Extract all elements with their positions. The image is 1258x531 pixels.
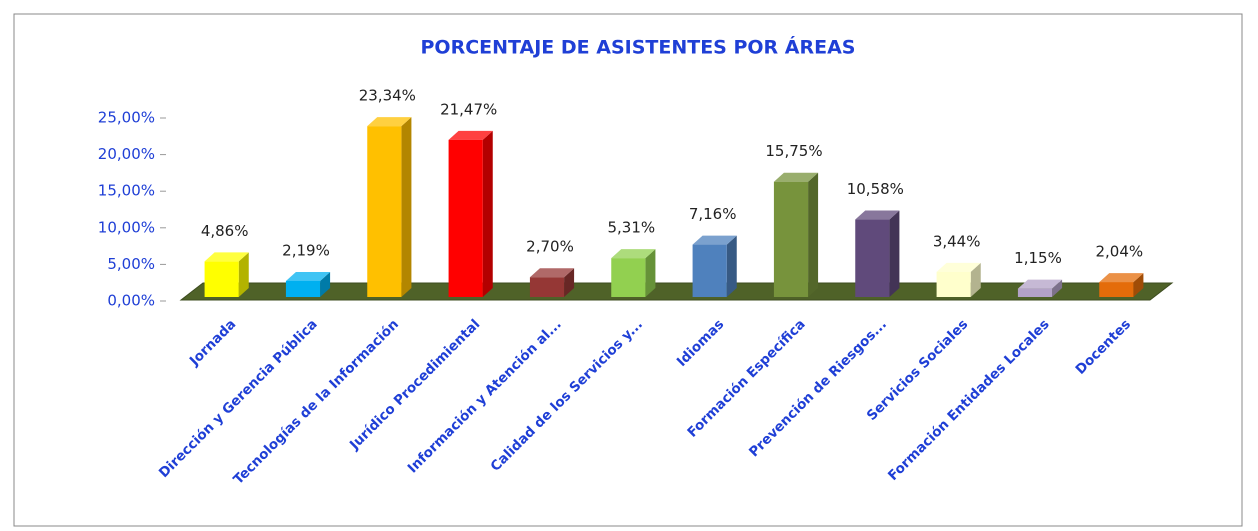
chart-title: PORCENTAJE DE ASISTENTES POR ÁREAS [421, 36, 856, 59]
bar [1099, 282, 1134, 297]
bar-side [1052, 279, 1063, 297]
bar [773, 181, 809, 297]
y-tick-label: 25,00% [98, 109, 155, 127]
bar-side [726, 235, 737, 297]
bar-side [401, 117, 412, 297]
bar-side [482, 130, 493, 297]
bar-top [1017, 279, 1063, 289]
bar-side [1133, 273, 1144, 297]
bar [285, 280, 321, 297]
data-label: 21,47% [440, 100, 497, 118]
bar [936, 271, 971, 297]
data-label: 4,86% [201, 222, 249, 240]
data-label: 2,04% [1096, 243, 1144, 261]
bar-side [564, 268, 575, 297]
bar-top [855, 210, 900, 220]
bar [611, 258, 646, 297]
bar [692, 244, 727, 297]
bar-top [692, 235, 737, 245]
bar [855, 219, 890, 297]
bar-top [611, 249, 656, 259]
bar-side [320, 271, 331, 297]
data-label: 15,75% [765, 142, 822, 160]
bar-top [529, 268, 575, 278]
bar-top [936, 262, 981, 272]
bar-top [773, 172, 819, 182]
y-tick-label: 15,00% [98, 182, 155, 200]
bar-top [204, 252, 249, 262]
y-tick-label: 0,00% [107, 292, 155, 310]
floor [179, 282, 1174, 301]
bar-top [448, 130, 493, 140]
data-label: 5,31% [608, 219, 656, 237]
bar [367, 126, 402, 297]
y-tick-label: 20,00% [98, 145, 155, 163]
y-tick-label: 10,00% [98, 218, 155, 236]
bar-top [285, 271, 331, 281]
data-label: 7,16% [689, 205, 737, 223]
bar-side [238, 252, 249, 297]
bar-side [970, 262, 981, 297]
bar-top [367, 117, 412, 127]
data-label: 23,34% [359, 87, 416, 105]
data-label: 3,44% [933, 232, 981, 250]
bar-side [808, 172, 819, 297]
bar [448, 139, 483, 297]
data-label: 2,70% [526, 238, 574, 256]
bar [204, 261, 239, 297]
bar-side [645, 249, 656, 297]
data-label: 10,58% [847, 180, 904, 198]
bar [529, 277, 565, 297]
data-label: 1,15% [1014, 249, 1062, 267]
bar [1017, 288, 1053, 297]
y-tick-label: 5,00% [107, 255, 155, 273]
data-label: 2,19% [282, 241, 330, 259]
bar-side [889, 210, 900, 297]
bar-top [1099, 273, 1144, 283]
